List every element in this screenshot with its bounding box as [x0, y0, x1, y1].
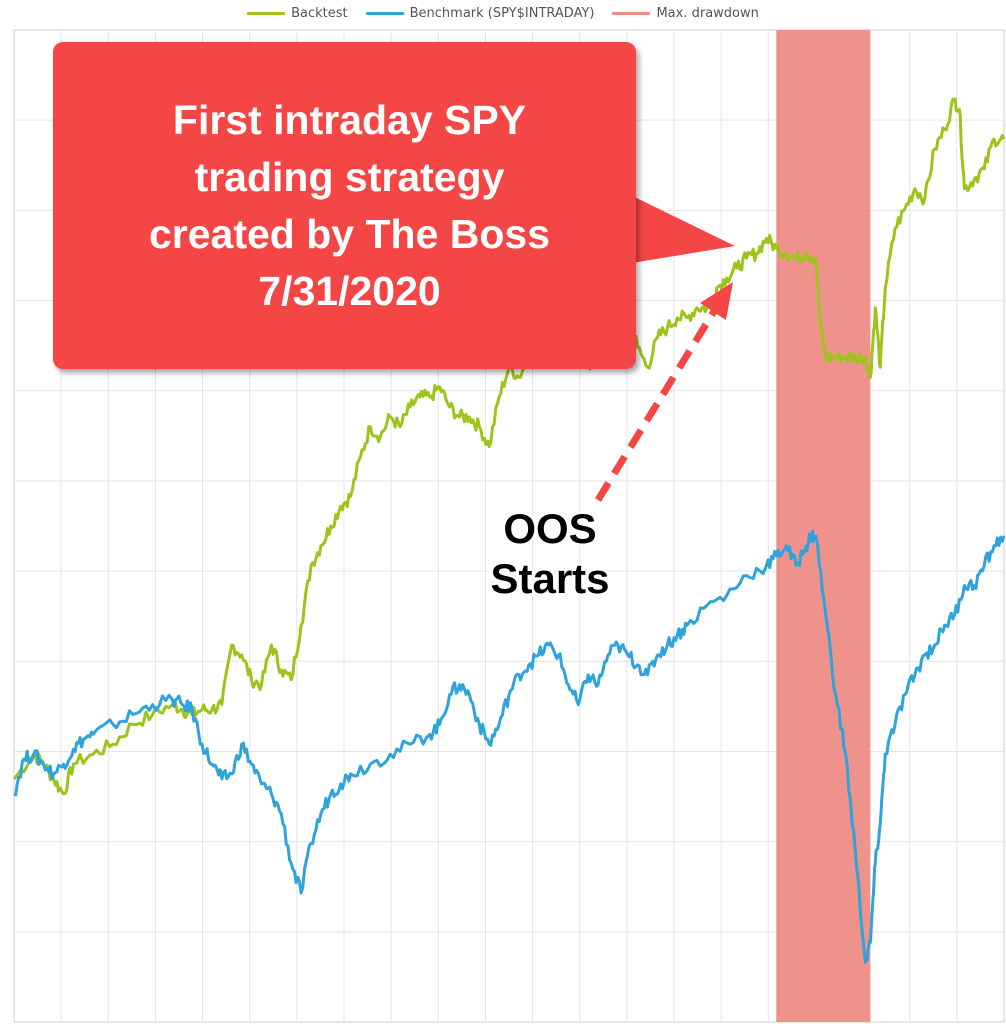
legend-item-backtest[interactable]: Backtest — [247, 6, 348, 21]
callout-pointer — [620, 190, 735, 265]
legend-label-drawdown: Max. drawdown — [656, 5, 759, 21]
legend-label-backtest: Backtest — [291, 5, 348, 21]
callout-text: First intraday SPY trading strategy crea… — [148, 96, 551, 314]
chart-legend: Backtest Benchmark (SPY$INTRADAY) Max. d… — [0, 2, 1006, 24]
legend-swatch-benchmark — [365, 11, 404, 15]
legend-item-benchmark[interactable]: Benchmark (SPY$INTRADAY) — [365, 5, 595, 21]
oos-arrow-head — [700, 282, 733, 320]
legend-swatch-drawdown — [612, 11, 651, 15]
legend-label-benchmark: Benchmark (SPY$INTRADAY) — [409, 5, 595, 21]
oos-arrow-line — [595, 306, 719, 502]
legend-swatch-backtest — [247, 11, 286, 15]
oos-annotation: OOS Starts — [490, 505, 610, 602]
series-line-benchmark — [13, 529, 1006, 964]
legend-item-drawdown[interactable]: Max. drawdown — [612, 5, 759, 21]
callout-box: First intraday SPY trading strategy crea… — [53, 42, 636, 369]
